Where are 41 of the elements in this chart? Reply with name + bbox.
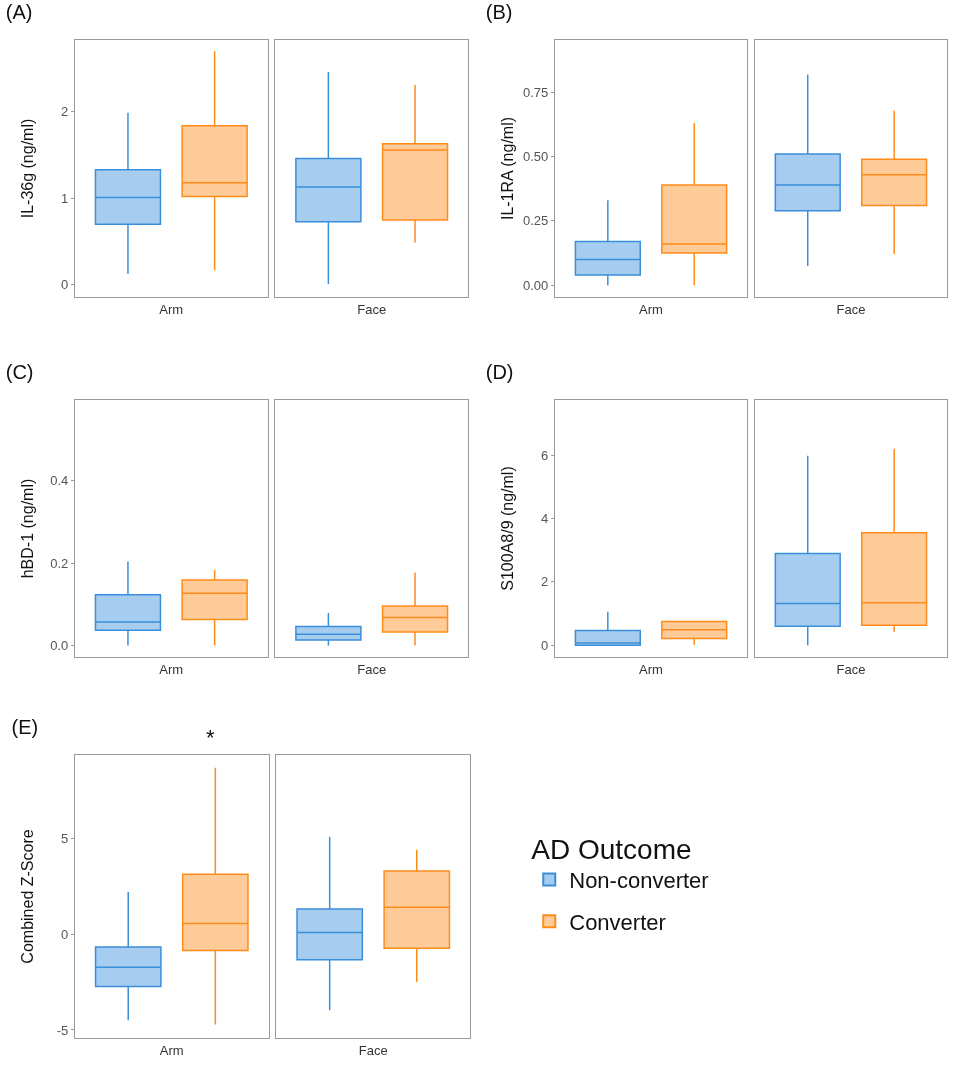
x-tick-label: Arm [159, 301, 184, 317]
chart-title: (A) [5, 1, 33, 24]
y-tick-label: 1 [61, 190, 69, 206]
y-tick-label: 5 [61, 830, 69, 846]
x-tick-label: Face [357, 661, 387, 677]
y-tick-label: 2 [61, 104, 69, 120]
y-tick-label: 0.4 [50, 473, 69, 489]
x-tick-label: Face [357, 301, 387, 317]
y-axis-title: Combined Z-Score [18, 829, 36, 964]
legend-label: Non-converter [569, 868, 709, 894]
y-tick-label: 0 [61, 277, 69, 293]
y-tick-label: 2 [541, 574, 549, 590]
y-tick-label: 0 [61, 926, 69, 942]
y-tick-label: 0.25 [522, 213, 549, 229]
y-tick-label: 0 [541, 637, 549, 653]
chart-title: (D) [485, 361, 514, 384]
x-tick-label: Face [358, 1042, 388, 1058]
y-axis-title: IL-36g (ng/ml) [18, 118, 36, 219]
legend-title: AD Outcome [531, 833, 692, 865]
text: * [206, 725, 215, 750]
x-tick-label: Arm [159, 661, 184, 677]
x-tick-label: Face [836, 301, 866, 317]
y-tick-label: 0.50 [522, 149, 549, 165]
x-tick-label: Face [836, 661, 866, 677]
y-tick-label: -5 [56, 1022, 69, 1038]
y-tick-label: 0.00 [522, 277, 549, 293]
y-tick-label: 0.75 [522, 84, 549, 100]
y-axis-title: hBD-1 (ng/ml) [18, 478, 36, 579]
x-tick-label: Arm [639, 301, 663, 317]
y-tick-label: 6 [541, 447, 549, 463]
x-tick-label: Arm [639, 661, 663, 677]
legend-label: Converter [569, 909, 666, 935]
x-tick-label: Arm [159, 1042, 184, 1058]
y-tick-label: 0.0 [50, 638, 69, 654]
chart-title: (B) [485, 1, 513, 24]
y-axis-title: IL-1RA (ng/ml) [498, 116, 516, 221]
y-tick-label: 0.2 [50, 555, 69, 571]
chart-title: (E) [11, 716, 39, 739]
chart-title: (C) [5, 361, 34, 384]
y-tick-label: 4 [541, 511, 549, 527]
y-axis-title: S100A8/9 (ng/ml) [498, 466, 516, 591]
